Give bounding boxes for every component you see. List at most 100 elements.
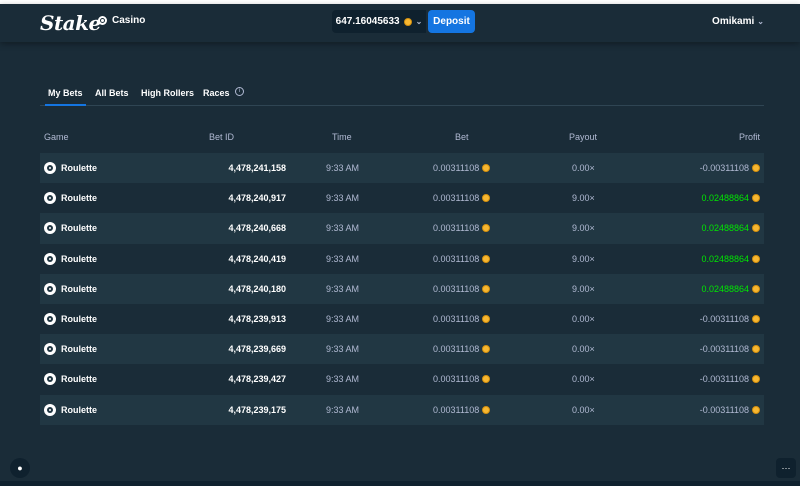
profit-amount: 0.02488864 bbox=[701, 223, 749, 234]
bet-amount: 0.00311108 bbox=[433, 374, 480, 385]
roulette-icon bbox=[44, 312, 56, 325]
game-cell[interactable]: Roulette bbox=[44, 244, 97, 274]
bet-amount-cell: 0.00311108 bbox=[433, 183, 491, 213]
profit-amount: -0.00311108 bbox=[699, 374, 749, 385]
game-name: Roulette bbox=[61, 374, 97, 385]
table-row[interactable]: Roulette 4,478,240,419 9:33 AM 0.00311108 9.… bbox=[40, 243, 764, 274]
table-row[interactable]: Roulette 4,478,240,917 9:33 AM 0.00311108 9.… bbox=[40, 183, 764, 214]
bet-amount: 0.00311108 bbox=[433, 283, 480, 294]
game-cell[interactable]: Roulette bbox=[44, 274, 97, 304]
support-headset-icon[interactable]: ● bbox=[10, 458, 30, 478]
column-header-game: Game bbox=[44, 132, 69, 142]
bet-id[interactable]: 4,478,240,180 bbox=[228, 283, 286, 294]
roulette-icon bbox=[44, 403, 56, 416]
page-bottom-edge bbox=[0, 481, 800, 486]
profit-cell: 0.02488864 bbox=[701, 244, 760, 274]
coin-icon bbox=[482, 314, 491, 323]
chevron-down-icon: ⌄ bbox=[415, 17, 423, 26]
profit-cell: 0.02488864 bbox=[701, 274, 760, 304]
bet-amount: 0.00311108 bbox=[433, 223, 480, 234]
bet-id[interactable]: 4,478,240,668 bbox=[228, 223, 286, 234]
coin-icon bbox=[752, 224, 760, 233]
game-cell[interactable]: Roulette bbox=[44, 304, 97, 334]
chat-icon[interactable]: ⋯ bbox=[776, 458, 796, 478]
roulette-icon bbox=[44, 162, 56, 174]
table-row[interactable]: Roulette 4,478,239,175 9:33 AM 0.00311108 0.… bbox=[40, 394, 764, 425]
table-row[interactable]: Roulette 4,478,240,180 9:33 AM 0.00311108 9.… bbox=[40, 273, 764, 304]
bet-id[interactable]: 4,478,240,917 bbox=[228, 193, 286, 204]
game-name: Roulette bbox=[61, 313, 97, 324]
coin-icon bbox=[752, 164, 760, 172]
column-header-time: Time bbox=[332, 132, 352, 142]
table-row[interactable]: Roulette 4,478,239,669 9:33 AM 0.00311108 0.… bbox=[40, 334, 764, 365]
game-cell[interactable]: Roulette bbox=[44, 183, 97, 213]
coin-icon bbox=[482, 254, 491, 263]
coin-icon bbox=[403, 17, 412, 26]
bet-time: 9:33 AM bbox=[326, 283, 360, 294]
table-header: Game Bet ID Time Bet Payout Profit bbox=[40, 126, 764, 148]
game-cell[interactable]: Roulette bbox=[44, 334, 97, 364]
user-menu[interactable]: Omikami ⌄ bbox=[712, 16, 764, 27]
game-cell[interactable]: Roulette bbox=[44, 213, 97, 243]
bet-amount-cell: 0.00311108 bbox=[433, 334, 491, 364]
game-name: Roulette bbox=[61, 344, 97, 355]
game-cell[interactable]: Roulette bbox=[44, 153, 97, 183]
roulette-icon bbox=[44, 373, 56, 386]
tab-my-bets[interactable]: My Bets bbox=[45, 88, 85, 106]
game-cell[interactable]: Roulette bbox=[44, 364, 97, 394]
tab-all-bets[interactable]: All Bets bbox=[95, 88, 129, 98]
payout-multiplier: 0.00× bbox=[572, 374, 595, 385]
bet-amount-cell: 0.00311108 bbox=[433, 153, 491, 183]
bet-time: 9:33 AM bbox=[326, 344, 360, 355]
stake-logo[interactable]: Stake bbox=[40, 11, 101, 35]
bet-amount-cell: 0.00311108 bbox=[433, 274, 491, 304]
table-row[interactable]: Roulette 4,478,239,427 9:33 AM 0.00311108 0.… bbox=[40, 364, 764, 395]
coin-icon bbox=[752, 345, 760, 354]
bet-time: 9:33 AM bbox=[326, 253, 360, 264]
game-cell[interactable]: Roulette bbox=[44, 395, 97, 425]
roulette-icon bbox=[44, 222, 56, 235]
coin-icon bbox=[482, 194, 491, 203]
table-row[interactable]: Roulette 4,478,240,668 9:33 AM 0.00311108 9.… bbox=[40, 213, 764, 244]
tab-races[interactable]: Races bbox=[203, 88, 230, 98]
column-header-bet: Bet bbox=[455, 132, 469, 142]
wallet-balance-selector[interactable]: 647.16045633 ⌄ bbox=[332, 10, 426, 33]
profit-amount: -0.00311108 bbox=[699, 163, 749, 173]
bet-amount: 0.00311108 bbox=[433, 344, 480, 355]
tab-high-rollers[interactable]: High Rollers bbox=[141, 88, 195, 98]
bet-time: 9:33 AM bbox=[326, 374, 360, 385]
coin-icon bbox=[482, 375, 491, 384]
deposit-button[interactable]: Deposit bbox=[428, 10, 475, 33]
bet-id[interactable]: 4,478,239,913 bbox=[228, 313, 286, 324]
browser-top-edge bbox=[0, 0, 800, 4]
bet-amount-cell: 0.00311108 bbox=[433, 304, 491, 334]
coin-icon bbox=[752, 405, 760, 414]
bet-time: 9:33 AM bbox=[326, 193, 360, 204]
bet-time: 9:33 AM bbox=[326, 313, 360, 324]
bet-id[interactable]: 4,478,239,427 bbox=[228, 374, 286, 385]
bet-amount: 0.00311108 bbox=[433, 163, 480, 173]
casino-nav-link[interactable]: Casino bbox=[98, 15, 145, 26]
bet-id[interactable]: 4,478,240,419 bbox=[228, 253, 286, 264]
profit-amount: -0.00311108 bbox=[699, 404, 749, 415]
info-icon[interactable]: i bbox=[235, 87, 244, 96]
roulette-icon bbox=[44, 282, 56, 295]
bet-id[interactable]: 4,478,239,175 bbox=[228, 404, 286, 415]
profit-cell: -0.00311108 bbox=[700, 304, 760, 334]
game-name: Roulette bbox=[61, 223, 97, 234]
column-header-profit: Profit bbox=[738, 132, 760, 142]
profit-cell: -0.00311108 bbox=[700, 334, 760, 364]
roulette-icon bbox=[44, 252, 56, 265]
table-row[interactable]: Roulette 4,478,239,913 9:33 AM 0.00311108 0.… bbox=[40, 303, 764, 335]
casino-chip-icon bbox=[98, 16, 107, 25]
bet-amount: 0.00311108 bbox=[433, 404, 480, 415]
bet-id[interactable]: 4,478,239,669 bbox=[228, 344, 286, 355]
profit-amount: 0.02488864 bbox=[701, 253, 749, 264]
bet-amount-cell: 0.00311108 bbox=[433, 395, 491, 425]
top-navbar: Stake Casino 647.16045633 ⌄ Deposit Omik… bbox=[0, 4, 800, 42]
bet-id[interactable]: 4,478,241,158 bbox=[228, 163, 286, 173]
table-row[interactable]: Roulette 4,478,241,158 9:33 AM 0.00311108 0.… bbox=[40, 153, 764, 184]
balance-amount: 647.16045633 bbox=[335, 16, 400, 27]
coin-icon bbox=[752, 314, 760, 323]
profit-amount: -0.00311108 bbox=[699, 313, 749, 324]
